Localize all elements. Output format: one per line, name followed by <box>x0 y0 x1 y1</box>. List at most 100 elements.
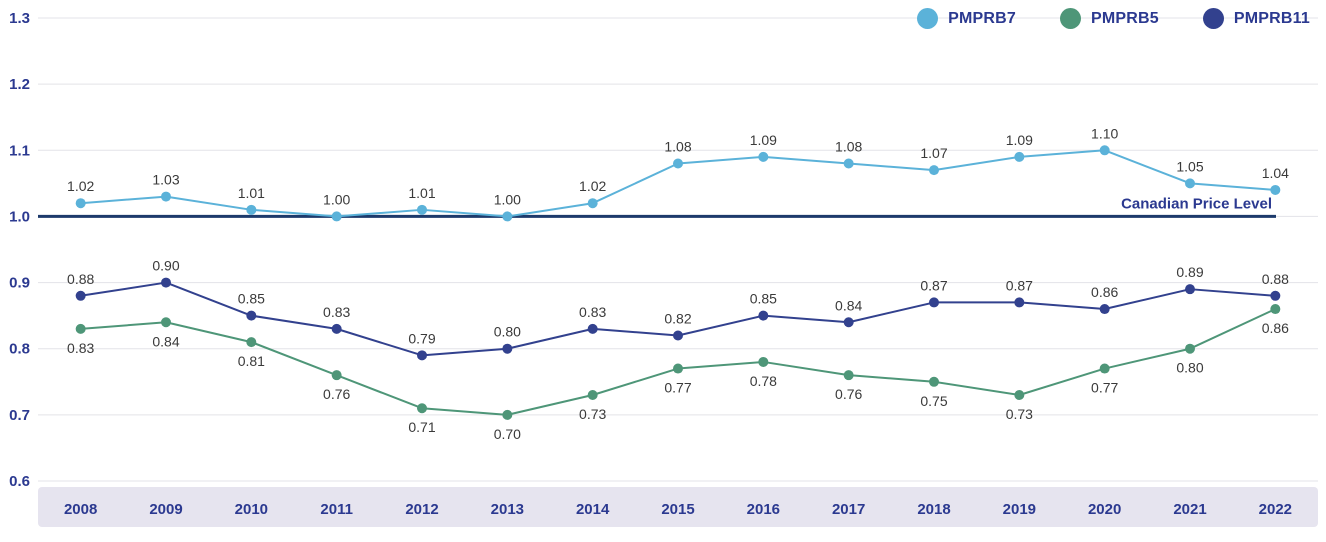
pmprb11-point <box>75 290 86 301</box>
pmprb7-value-label: 1.09 <box>1006 132 1033 148</box>
pmprb7-point <box>502 211 513 222</box>
pmprb7-point <box>929 165 939 176</box>
year-label: 2020 <box>1088 501 1121 518</box>
pmprb7-value-label: 1.00 <box>323 191 350 207</box>
pmprb11-value-label: 0.84 <box>835 297 862 313</box>
pmprb7-value-label: 1.08 <box>664 139 691 155</box>
pmprb11-value-label: 0.88 <box>1262 271 1289 287</box>
year-label: 2018 <box>917 501 950 518</box>
pmprb7-value-label: 1.02 <box>579 178 606 194</box>
year-label: 2021 <box>1173 501 1206 518</box>
pmprb7-point <box>1099 145 1110 156</box>
pmprb11-legend-dot <box>1202 8 1224 29</box>
pmprb11-value-label: 0.88 <box>67 271 94 287</box>
y-tick-label: 1.0 <box>9 208 30 225</box>
year-label: 2010 <box>235 501 268 518</box>
pmprb11-value-label: 0.79 <box>408 330 435 346</box>
series-pmprb7: 1.02 1.03 1.01 1.00 1.01 1.00 1.02 1.08 1.09 1.08… <box>67 125 1289 222</box>
y-tick-label: 0.7 <box>9 407 30 424</box>
pmprb11-point <box>331 323 342 334</box>
pmprb5-legend-label: PMPRB5 <box>1091 9 1159 27</box>
pmprb5-value-label: 0.80 <box>1176 360 1203 376</box>
pmprb11-point <box>1270 290 1281 301</box>
pmprb5-point <box>1014 390 1025 401</box>
pmprb5-value-label: 0.83 <box>67 340 94 356</box>
pmprb7-value-label: 1.01 <box>408 185 435 201</box>
pmprb5-point <box>417 403 427 414</box>
y-tick-label: 0.8 <box>9 341 30 358</box>
pmprb5-point <box>161 317 171 328</box>
pmprb5-point <box>758 356 769 367</box>
pmprb11-value-label: 0.87 <box>920 277 947 293</box>
pmprb5-value-label: 0.71 <box>408 419 435 435</box>
pmprb5-point <box>1270 304 1281 315</box>
pmprb5-value-label: 0.73 <box>1006 406 1033 422</box>
pmprb11-point <box>758 310 769 321</box>
year-label: 2013 <box>491 501 524 518</box>
pmprb11-point <box>161 277 171 288</box>
pmprb5-value-label: 0.77 <box>1091 380 1118 396</box>
pmprb7-point <box>758 151 769 162</box>
pmprb7-point <box>246 204 257 215</box>
pmprb7-value-label: 1.00 <box>494 191 521 207</box>
pmprb5-value-label: 0.78 <box>750 373 777 389</box>
pmprb11-value-label: 0.89 <box>1176 264 1203 280</box>
year-label: 2008 <box>64 501 97 518</box>
year-label: 2019 <box>1003 501 1036 518</box>
pmprb11-point <box>502 343 513 354</box>
pmprb7-value-label: 1.07 <box>920 145 947 161</box>
pmprb5-value-label: 0.76 <box>323 386 350 402</box>
pmprb7-point <box>1185 178 1195 189</box>
pmprb11-value-label: 0.85 <box>750 291 777 307</box>
pmprb11-value-label: 0.83 <box>579 304 606 320</box>
pmprb5-value-label: 0.76 <box>835 386 862 402</box>
y-tick-label: 1.2 <box>9 76 30 93</box>
year-label: 2022 <box>1259 501 1292 518</box>
pmprb11-point <box>1099 304 1110 315</box>
year-label: 2016 <box>747 501 780 518</box>
pmprb11-point <box>417 350 427 361</box>
pmprb7-value-label: 1.04 <box>1262 165 1289 181</box>
pmprb5-point <box>331 370 342 381</box>
pmprb7-point <box>587 198 598 209</box>
pmprb7-value-label: 1.02 <box>67 178 94 194</box>
legend-item-pmprb7: PMPRB7 <box>917 8 1016 29</box>
pmprb7-point <box>75 198 86 209</box>
pmprb11-value-label: 0.90 <box>152 258 179 274</box>
pmprb7-legend-label: PMPRB7 <box>948 9 1016 27</box>
pmprb7-legend-dot <box>917 8 939 29</box>
pmprb7-value-label: 1.01 <box>238 185 265 201</box>
year-label: 2009 <box>149 501 182 518</box>
pmprb5-value-label: 0.73 <box>579 406 606 422</box>
year-label: 2011 <box>320 501 353 518</box>
pmprb7-point <box>331 211 342 222</box>
pmprb5-point <box>673 363 683 374</box>
y-tick-label: 1.1 <box>9 142 30 159</box>
year-label: 2014 <box>576 501 610 518</box>
pmprb11-value-label: 0.82 <box>664 310 691 326</box>
reference-line-label: Canadian Price Level <box>1121 195 1272 212</box>
y-tick-label: 0.6 <box>9 473 30 490</box>
pmprb7-value-label: 1.03 <box>152 172 179 188</box>
y-axis-labels: 0.6 0.7 0.8 0.9 1.0 1.1 1.2 1.3 <box>9 10 30 490</box>
year-label: 2012 <box>405 501 438 518</box>
pmprb5-point <box>587 390 598 401</box>
pmprb7-point <box>673 158 683 169</box>
pmprb5-point <box>1185 343 1195 354</box>
chart-legend: PMPRB7 PMPRB5 PMPRB11 <box>917 8 1310 29</box>
pmprb7-point <box>161 191 171 202</box>
pmprb11-value-label: 0.86 <box>1091 284 1118 300</box>
pmprb11-legend-label: PMPRB11 <box>1233 9 1310 27</box>
pmprb7-value-label: 1.08 <box>835 139 862 155</box>
pmprb5-value-label: 0.75 <box>920 393 947 409</box>
legend-item-pmprb5: PMPRB5 <box>1060 8 1159 29</box>
pmprb5-value-label: 0.81 <box>238 353 265 369</box>
pmprb11-point <box>1185 284 1195 295</box>
pmprb11-point <box>246 310 257 321</box>
pmprb11-value-label: 0.87 <box>1006 277 1033 293</box>
pmprb7-point <box>843 158 854 169</box>
x-axis-band: 2008 2009 2010 2011 2012 2013 2014 2015 2016 2017… <box>38 487 1318 527</box>
pmprb5-legend-dot <box>1060 8 1081 29</box>
